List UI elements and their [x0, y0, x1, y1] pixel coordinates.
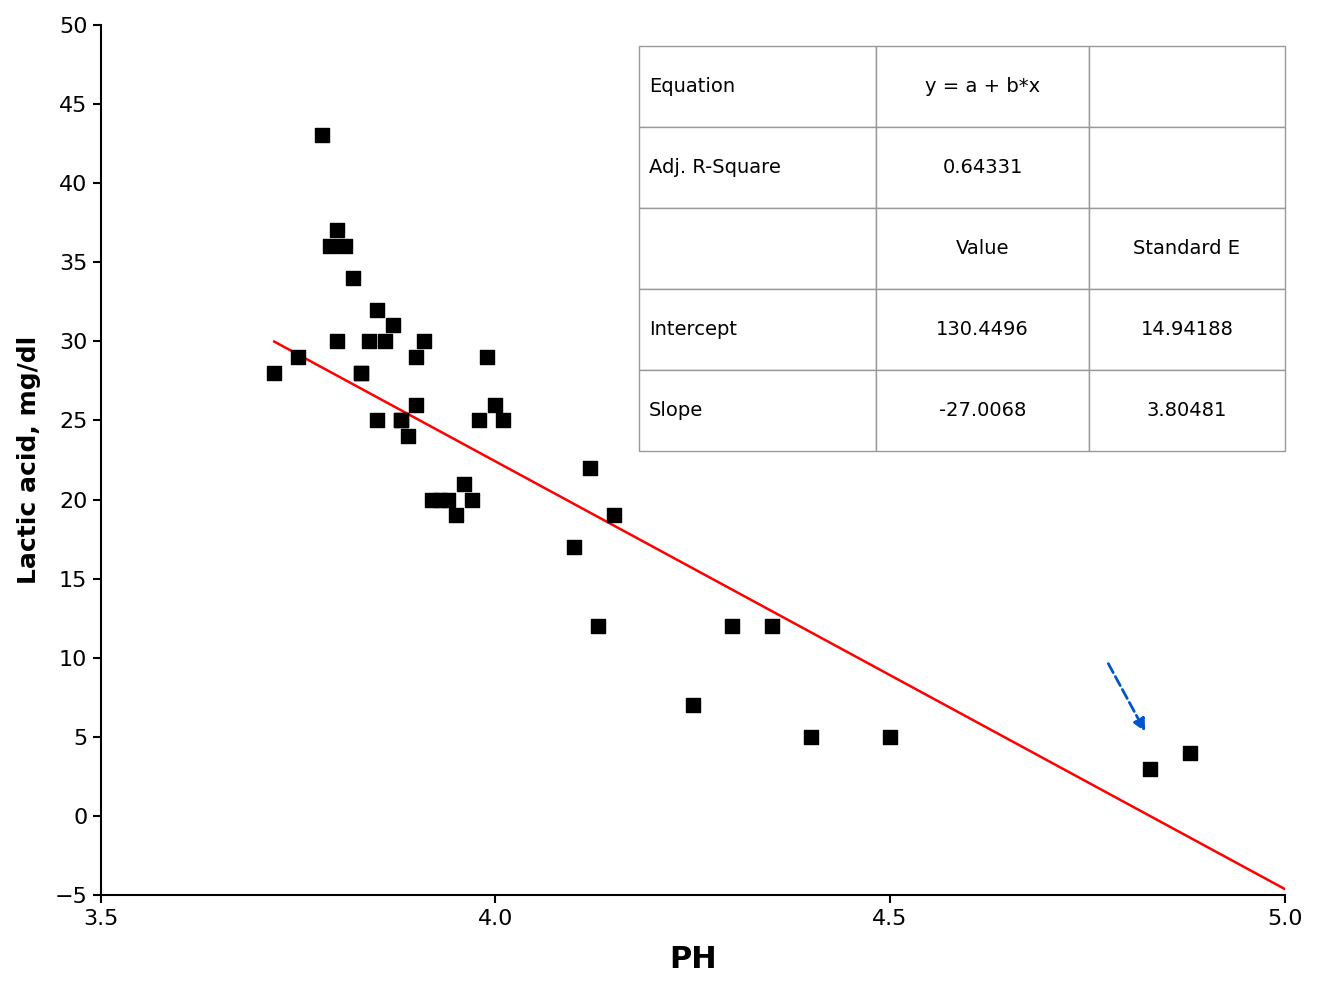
- Point: [390, 412, 412, 428]
- Point: [390, 412, 412, 428]
- Text: Slope: Slope: [649, 401, 703, 420]
- Point: [406, 396, 427, 412]
- Text: 14.94188: 14.94188: [1141, 320, 1233, 339]
- Point: [721, 618, 743, 634]
- Point: [880, 729, 901, 745]
- Point: [422, 492, 443, 507]
- Bar: [876, 47, 1089, 128]
- Point: [462, 492, 483, 507]
- X-axis label: PH: PH: [669, 945, 716, 974]
- Bar: [876, 289, 1089, 371]
- Bar: [1089, 371, 1285, 451]
- Point: [327, 223, 348, 239]
- Point: [375, 333, 396, 349]
- Point: [327, 333, 348, 349]
- Point: [319, 239, 340, 255]
- Point: [492, 412, 513, 428]
- Bar: [1089, 289, 1285, 371]
- Point: [446, 507, 467, 523]
- Bar: [1089, 208, 1285, 289]
- Point: [367, 412, 388, 428]
- Text: 0.64331: 0.64331: [943, 159, 1022, 177]
- Text: -27.0068: -27.0068: [939, 401, 1026, 420]
- Point: [311, 128, 332, 144]
- Bar: [640, 208, 876, 289]
- Point: [470, 412, 491, 428]
- Bar: [640, 289, 876, 371]
- Point: [430, 492, 451, 507]
- Point: [383, 317, 404, 333]
- Text: Intercept: Intercept: [649, 320, 737, 339]
- Point: [761, 618, 782, 634]
- Bar: [640, 371, 876, 451]
- Point: [484, 396, 505, 412]
- Point: [351, 365, 372, 381]
- Point: [288, 349, 309, 365]
- Point: [367, 301, 388, 317]
- Point: [682, 698, 703, 714]
- Point: [454, 476, 475, 492]
- Point: [477, 349, 499, 365]
- Point: [398, 428, 419, 444]
- Point: [563, 539, 584, 555]
- Bar: [1089, 47, 1285, 128]
- Text: Value: Value: [956, 240, 1009, 259]
- Text: 130.4496: 130.4496: [936, 320, 1029, 339]
- Bar: [876, 371, 1089, 451]
- Point: [587, 618, 608, 634]
- Bar: [876, 128, 1089, 208]
- Text: 3.80481: 3.80481: [1146, 401, 1227, 420]
- Point: [359, 333, 380, 349]
- Point: [264, 365, 285, 381]
- Bar: [640, 47, 876, 128]
- Point: [579, 460, 600, 476]
- Point: [801, 729, 822, 745]
- Bar: [876, 208, 1089, 289]
- Bar: [640, 128, 876, 208]
- Point: [1140, 761, 1161, 777]
- Point: [335, 239, 356, 255]
- Text: Adj. R-Square: Adj. R-Square: [649, 159, 781, 177]
- Point: [343, 271, 364, 286]
- Y-axis label: Lactic acid, mg/dl: Lactic acid, mg/dl: [17, 336, 41, 584]
- Text: y = a + b*x: y = a + b*x: [925, 77, 1041, 96]
- Point: [603, 507, 624, 523]
- Point: [414, 333, 435, 349]
- Text: Standard E: Standard E: [1133, 240, 1240, 259]
- Bar: [1089, 128, 1285, 208]
- Point: [406, 349, 427, 365]
- Text: Equation: Equation: [649, 77, 735, 96]
- Point: [1179, 745, 1200, 761]
- Point: [351, 365, 372, 381]
- Point: [438, 492, 459, 507]
